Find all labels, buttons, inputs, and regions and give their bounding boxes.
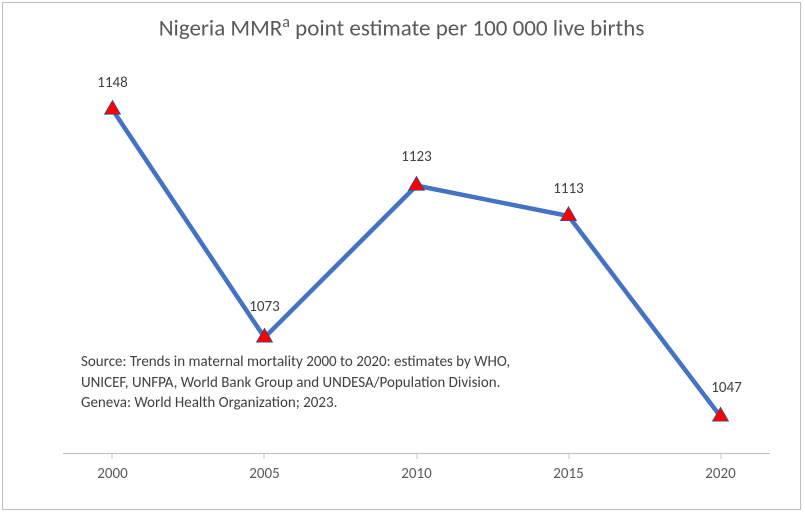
x-axis-label: 2015 (553, 465, 583, 483)
x-tick (720, 453, 721, 459)
source-text: Source: Trends in maternal mortality 200… (81, 352, 510, 413)
data-label: 1123 (401, 148, 431, 166)
x-tick (568, 453, 569, 459)
chart-title: Nigeria MMRa point estimate per 100 000 … (3, 13, 800, 43)
title-sup: a (282, 13, 290, 32)
x-tick (416, 453, 417, 459)
source-line: Geneva: World Health Organization; 2023. (81, 393, 510, 413)
data-marker (104, 100, 120, 114)
x-axis-label: 2010 (401, 465, 431, 483)
x-axis-label: 2020 (705, 465, 735, 483)
data-label: 1113 (553, 180, 583, 198)
chart-frame: Nigeria MMRa point estimate per 100 000 … (2, 2, 801, 510)
title-post: point estimate per 100 000 live births (290, 15, 644, 43)
data-marker (409, 176, 425, 190)
data-label: 1073 (249, 298, 279, 316)
title-pre: Nigeria MMR (159, 15, 283, 43)
data-label: 1047 (711, 379, 741, 397)
x-tick (264, 453, 265, 459)
data-label: 1148 (97, 74, 127, 92)
x-axis-label: 2005 (249, 465, 279, 483)
source-line: Source: Trends in maternal mortality 200… (81, 352, 510, 372)
x-tick (112, 453, 113, 459)
x-axis-label: 2000 (97, 465, 127, 483)
source-line: UNICEF, UNFPA, World Bank Group and UNDE… (81, 373, 510, 393)
plot-area: Source: Trends in maternal mortality 200… (63, 58, 770, 454)
